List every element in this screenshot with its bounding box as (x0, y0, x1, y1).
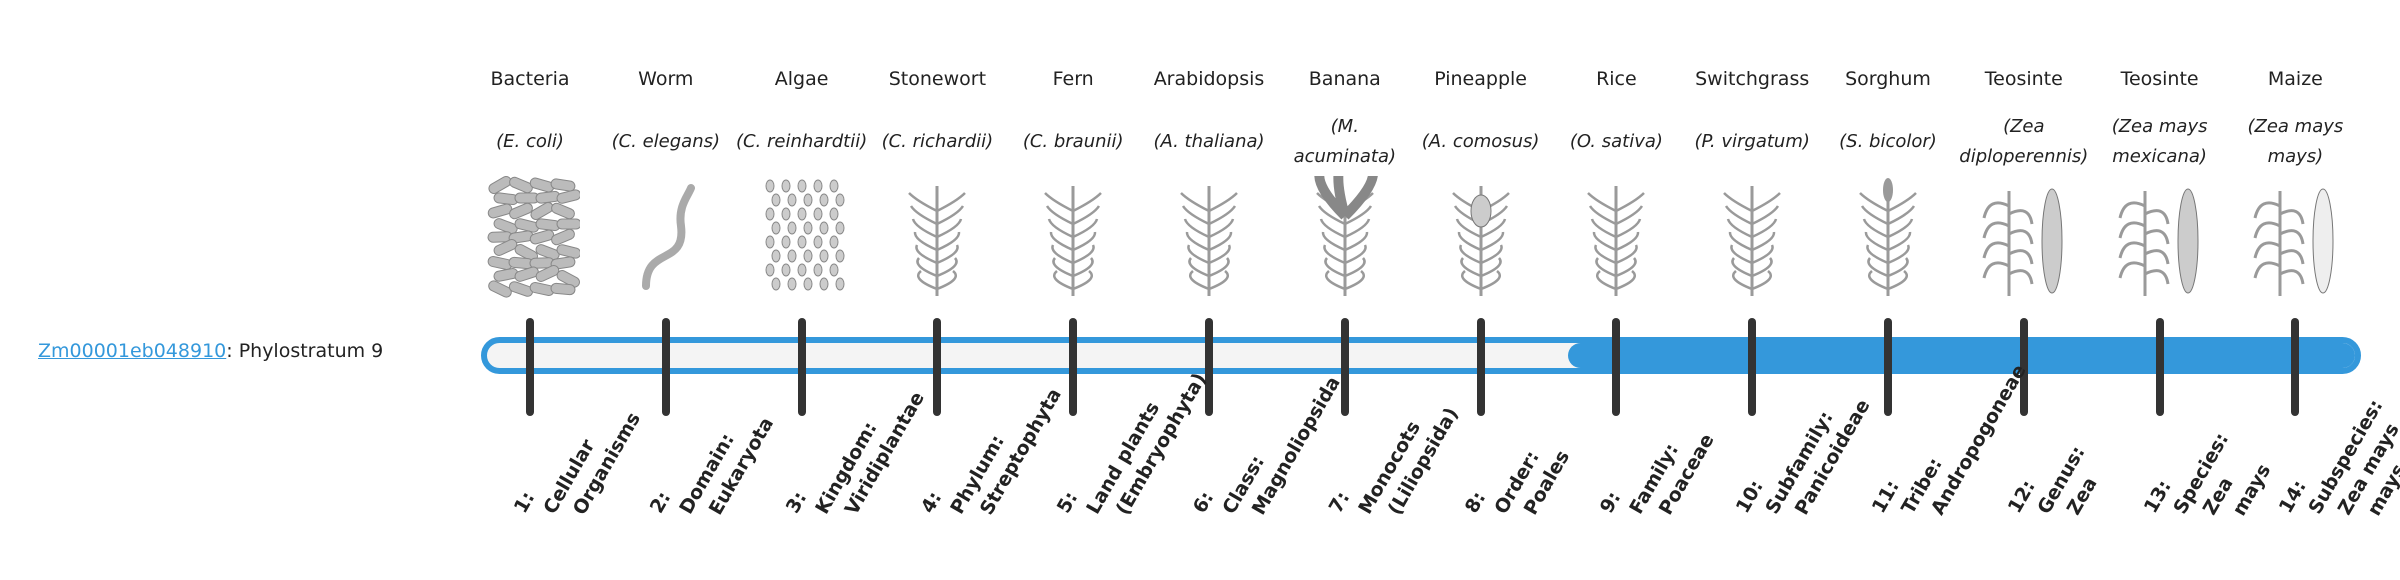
sorghum-illustration-svg (1859, 178, 1917, 296)
scientific-name: (Zea diploperennis) (1959, 116, 2089, 167)
rice-illustration (1548, 176, 1684, 298)
common-name: Sorghum (1845, 68, 1931, 90)
rice-illustration-svg (1587, 186, 1646, 296)
tick-stratum-4 (933, 318, 942, 416)
algae-illustration (734, 176, 870, 298)
common-name: Fern (1052, 68, 1094, 90)
maize-illustration (2227, 176, 2363, 298)
stonewort-illustration (869, 176, 1005, 298)
banana-illustration-svg (1314, 164, 1378, 296)
arabidopsis-illustration-svg (1180, 186, 1238, 296)
arabidopsis-illustration (1141, 176, 1277, 298)
scientific-name: (S. bicolor) (1839, 131, 1937, 152)
tick-stratum-5 (1069, 318, 1078, 416)
sorghum-illustration (1820, 176, 1956, 298)
teosinte-mexicana-illustration (2092, 176, 2228, 298)
pineapple-illustration (1413, 176, 1549, 298)
scientific-name: (E. coli) (496, 131, 564, 152)
tick-stratum-12 (2019, 318, 2028, 416)
scientific-name: (C. elegans) (611, 131, 721, 152)
tick-stratum-10 (1748, 318, 1757, 416)
scientific-name: (P. virgatum) (1694, 131, 1810, 152)
gene-id-link[interactable]: Zm00001eb048910 (38, 340, 227, 362)
bacteria-illustration-svg (487, 176, 582, 298)
fern-illustration (1005, 176, 1141, 298)
tick-stratum-9 (1612, 318, 1621, 416)
tick-stratum-7 (1340, 318, 1349, 416)
switchgrass-illustration-svg (1723, 186, 1782, 296)
scientific-name: (Zea mays mays) (2247, 116, 2344, 167)
tick-stratum-11 (1884, 318, 1892, 416)
phylostratum-bar-fill (1568, 343, 2355, 368)
common-name: Rice (1596, 68, 1637, 90)
tick-stratum-14 (2291, 318, 2300, 416)
scientific-name: (O. sativa) (1569, 131, 1663, 152)
tick-stratum-6 (1205, 318, 1213, 416)
scientific-name: (A. comosus) (1421, 131, 1540, 152)
teosinte-illustration-svg (1982, 188, 2063, 296)
scientific-name: (A. thaliana) (1153, 131, 1265, 152)
tick-stratum-8 (1476, 318, 1485, 416)
common-name: Pineapple (1434, 68, 1527, 90)
stonewort-illustration-svg (908, 186, 967, 296)
pineapple-illustration-svg (1451, 186, 1510, 296)
tick-stratum-2 (661, 318, 670, 416)
common-name: Switchgrass (1695, 68, 1810, 90)
teosinte-illustration (1956, 176, 2092, 298)
scientific-name: (C. richardii) (881, 131, 994, 152)
phylostratum-text: : Phylostratum 9 (226, 340, 384, 362)
maize-illustration-svg (2253, 188, 2334, 296)
gene-label: Zm00001eb048910: Phylostratum 9 (38, 340, 383, 362)
scientific-name: (C. braunii) (1022, 131, 1124, 152)
tick-stratum-1 (526, 318, 534, 416)
common-name: Bacteria (490, 68, 570, 90)
common-name: Banana (1308, 68, 1381, 90)
scientific-name: (C. reinhardtii) (735, 131, 868, 152)
switchgrass-illustration (1684, 176, 1820, 298)
worm-illustration-svg (641, 184, 695, 290)
common-name: Stonewort (888, 68, 987, 90)
worm-illustration (598, 176, 734, 298)
phylostratum-bar (481, 337, 2361, 374)
banana-illustration (1277, 164, 1413, 298)
tick-stratum-3 (797, 318, 806, 416)
common-name: Maize (2267, 68, 2323, 90)
algae-illustration-svg (765, 179, 845, 291)
common-name: Arabidopsis (1153, 68, 1265, 90)
tick-stratum-13 (2155, 318, 2164, 416)
fern-illustration-svg (1044, 186, 1103, 296)
common-name: Algae (774, 68, 829, 90)
scientific-name: (Zea mays mexicana) (2111, 116, 2208, 167)
scientific-name: (M. acuminata) (1293, 116, 1396, 167)
common-name: Teosinte (2120, 68, 2199, 90)
common-name: Teosinte (1984, 68, 2063, 90)
common-name: Worm (638, 68, 694, 90)
bacteria-illustration (462, 176, 598, 298)
teosinte-mexicana-illustration-svg (2118, 188, 2199, 296)
